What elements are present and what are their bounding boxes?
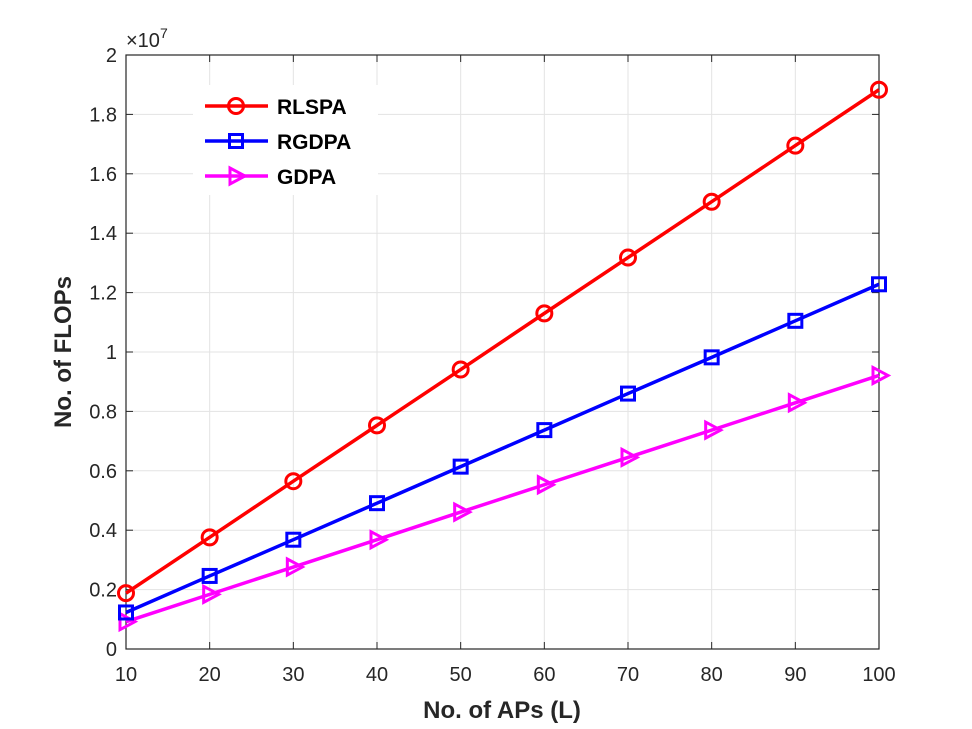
x-tick-label-0: 10	[115, 664, 137, 686]
y-tick-label-1: 0.2	[89, 580, 117, 602]
point-rgdpa-5	[536, 422, 553, 439]
x-tick-label-4: 50	[450, 664, 472, 686]
y-tick-label-7: 1.4	[89, 223, 117, 245]
point-rgdpa-2	[285, 531, 302, 548]
point-gdpa-5	[536, 474, 557, 496]
point-gdpa-3	[369, 529, 390, 551]
x-tick-label-3: 40	[366, 664, 388, 686]
x-tick-label-9: 100	[862, 664, 895, 686]
point-rlspa-4	[451, 360, 470, 379]
point-rgdpa-3	[369, 495, 385, 512]
y-tick-label-3: 0.6	[89, 461, 117, 483]
point-rgdpa-4	[452, 458, 469, 475]
y-tick-label-0: 0	[106, 639, 117, 661]
series-rlspa	[117, 80, 888, 603]
y-tick-label-9: 1.8	[89, 104, 117, 126]
point-rgdpa-6	[620, 385, 636, 402]
y-axis-label: No. of FLOPs	[50, 276, 77, 428]
series-line-rlspa	[125, 88, 880, 595]
point-rgdpa-8	[787, 312, 804, 329]
y-exponent-label: ×107	[126, 25, 168, 52]
series-rgdpa	[118, 276, 887, 621]
legend-label-rlspa: RLSPA	[277, 96, 347, 119]
legend-label-rgdpa: RGDPA	[277, 131, 351, 154]
point-rlspa-6	[619, 248, 637, 267]
point-rlspa-5	[535, 304, 554, 323]
point-rlspa-2	[284, 472, 303, 491]
tick-labels: 10 20 30 40 50 60 70 80 90 100 0 0.2 0.4 0.6 0.8 1 1.2 1.…	[89, 45, 896, 686]
x-tick-label-6: 70	[617, 664, 639, 686]
point-rgdpa-9	[871, 276, 887, 293]
y-tick-label-5: 1	[106, 342, 117, 364]
point-rgdpa-1	[201, 567, 218, 584]
point-gdpa-9	[871, 364, 892, 386]
axes	[125, 54, 880, 650]
legend-marker-rlspa	[227, 97, 245, 115]
legend: RLSPA RGDPA GDPA	[193, 85, 378, 195]
point-gdpa-1	[202, 583, 222, 605]
x-tick-label-7: 80	[701, 664, 723, 686]
point-rlspa-7	[702, 192, 721, 211]
series-line-rgdpa	[125, 282, 880, 615]
x-tick-label-2: 30	[282, 664, 304, 686]
legend-marker-rgdpa	[228, 133, 244, 149]
point-gdpa-6	[620, 446, 641, 468]
point-gdpa-7	[704, 419, 724, 441]
series-line-gdpa	[125, 373, 880, 624]
point-rlspa-9	[870, 80, 888, 99]
y-tick-label-10: 2	[106, 45, 117, 67]
x-tick-label-5: 60	[533, 664, 555, 686]
x-axis-label: No. of APs (L)	[423, 697, 581, 724]
point-rlspa-1	[200, 528, 219, 547]
point-gdpa-8	[787, 392, 808, 414]
point-rgdpa-0	[118, 604, 134, 621]
y-tick-label-2: 0.4	[89, 520, 117, 542]
point-gdpa-4	[453, 501, 473, 523]
point-rlspa-3	[368, 416, 386, 435]
y-tick-label-6: 1.2	[89, 283, 117, 305]
point-gdpa-2	[285, 556, 306, 578]
legend-marker-gdpa	[228, 165, 249, 187]
legend-label-gdpa: GDPA	[277, 166, 336, 189]
point-rlspa-0	[117, 584, 135, 603]
y-tick-label-8: 1.6	[89, 164, 117, 186]
series-layer	[117, 80, 892, 633]
point-rgdpa-7	[703, 349, 720, 366]
x-tick-label-8: 90	[784, 664, 806, 686]
x-tick-label-1: 20	[199, 664, 221, 686]
point-rlspa-8	[786, 136, 805, 155]
y-tick-label-4: 0.8	[89, 401, 117, 423]
